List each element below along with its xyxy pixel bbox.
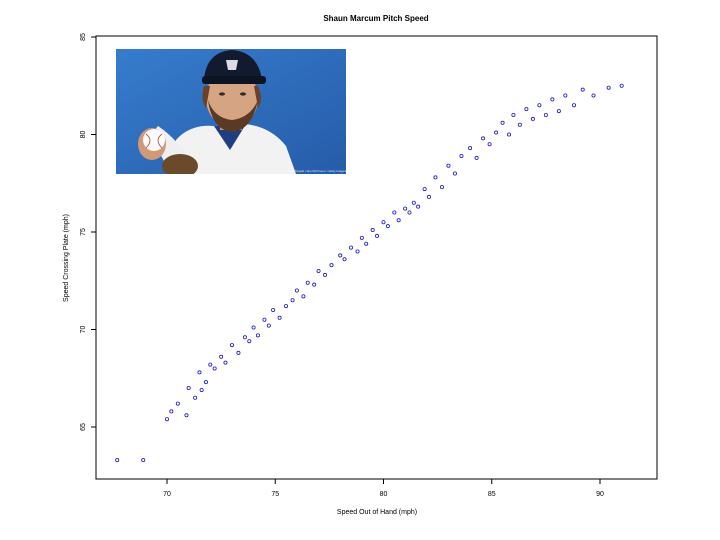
scatter-point <box>290 298 295 303</box>
y-tick-label: 75 <box>80 228 87 236</box>
x-tick-label: 80 <box>380 491 388 498</box>
scatter-point <box>591 93 596 98</box>
scatter-point <box>193 395 198 400</box>
scatter-point <box>556 109 561 114</box>
scatter-point <box>359 235 364 240</box>
scatter-point <box>606 85 611 90</box>
x-tick-label: 75 <box>271 491 279 498</box>
scatter-point <box>323 272 328 277</box>
scatter-point <box>247 339 252 344</box>
scatter-point <box>349 245 354 250</box>
scatter-point <box>375 233 380 238</box>
y-axis-title: Speed Crossing Plate (mph) <box>63 214 70 302</box>
scatter-point <box>416 204 421 209</box>
scatter-point <box>385 224 390 229</box>
scatter-point <box>517 122 522 127</box>
scatter-point <box>392 210 397 215</box>
scatter-point <box>316 268 321 273</box>
scatter-point <box>422 187 427 192</box>
scatter-point <box>301 294 306 299</box>
y-tick-label: 85 <box>80 33 87 41</box>
scatter-point <box>407 210 412 215</box>
scatter-point <box>468 146 473 151</box>
x-axis: 70 75 80 85 90 <box>163 479 604 498</box>
scatter-point <box>426 194 431 199</box>
photo-credit: Rob Tringali / SportsChrome / Getty Imag… <box>288 169 347 173</box>
scatter-point <box>251 325 256 330</box>
plot-area <box>95 35 658 480</box>
scatter-point <box>550 97 555 102</box>
y-tick-label: 80 <box>80 131 87 139</box>
y-tick-label: 70 <box>80 326 87 334</box>
scatter-point <box>338 253 343 258</box>
scatter-point <box>396 218 401 223</box>
scatter-point <box>530 116 535 121</box>
x-axis-title: Speed Out of Hand (mph) <box>337 509 417 516</box>
scatter-point <box>452 171 457 176</box>
scatter-point <box>403 206 408 211</box>
scatter-point <box>242 335 247 340</box>
scatter-point <box>500 120 505 125</box>
scatter-point <box>208 362 213 367</box>
scatter-point <box>305 280 310 285</box>
scatter-point <box>439 185 444 190</box>
scatter-point <box>197 370 202 375</box>
scatter-point <box>271 307 276 312</box>
scatter-point <box>255 333 260 338</box>
chart-title: Shaun Marcum Pitch Speed <box>323 14 428 23</box>
scatter-point <box>459 153 464 158</box>
scatter-point <box>494 130 499 135</box>
scatter-point <box>284 304 289 309</box>
scatter-point <box>381 220 386 225</box>
scatter-point <box>342 257 347 262</box>
scatter-point <box>223 360 228 365</box>
scatter-point <box>524 107 529 112</box>
scatter-point <box>115 458 120 463</box>
scatter-point <box>364 241 369 246</box>
scatter-point <box>537 103 542 108</box>
scatter-point <box>277 315 282 320</box>
scatter-point <box>236 350 241 355</box>
scatter-point <box>266 323 271 328</box>
scatter-point <box>141 458 146 463</box>
scatter-point <box>355 249 360 254</box>
scatter-point <box>312 282 317 287</box>
scatter-point <box>411 200 416 205</box>
scatter-point <box>184 413 189 418</box>
x-tick-label: 70 <box>163 491 171 498</box>
pitcher-photo: Rob Tringali / SportsChrome / Getty Imag… <box>116 49 347 174</box>
scatter-point <box>487 142 492 147</box>
scatter-point <box>474 155 479 160</box>
scatter-point <box>229 343 234 348</box>
scatter-point <box>219 354 224 359</box>
scatter-point <box>370 228 375 233</box>
scatter-point <box>572 103 577 108</box>
scatter-points <box>115 83 624 463</box>
x-tick-label: 90 <box>596 491 604 498</box>
scatter-point <box>164 417 169 422</box>
y-tick-label: 65 <box>80 423 87 431</box>
scatter-point <box>433 175 438 180</box>
scatter-point <box>169 409 174 414</box>
y-axis: 65 70 75 80 85 <box>80 33 96 431</box>
scatter-point <box>511 113 516 118</box>
scatter-point <box>294 288 299 293</box>
scatter-point <box>175 401 180 406</box>
x-tick-label: 85 <box>488 491 496 498</box>
scatter-point <box>543 113 548 118</box>
scatter-point <box>212 366 217 371</box>
scatter-point <box>186 385 191 390</box>
scatter-point <box>580 87 585 92</box>
scatter-point <box>507 132 512 137</box>
scatter-point <box>199 387 204 392</box>
scatter-point <box>446 163 451 168</box>
scatter-point <box>563 93 568 98</box>
scatter-point <box>481 136 486 141</box>
scatter-point <box>619 83 624 88</box>
scatter-point <box>203 380 208 385</box>
scatter-point <box>262 317 267 322</box>
scatter-point <box>329 263 334 268</box>
